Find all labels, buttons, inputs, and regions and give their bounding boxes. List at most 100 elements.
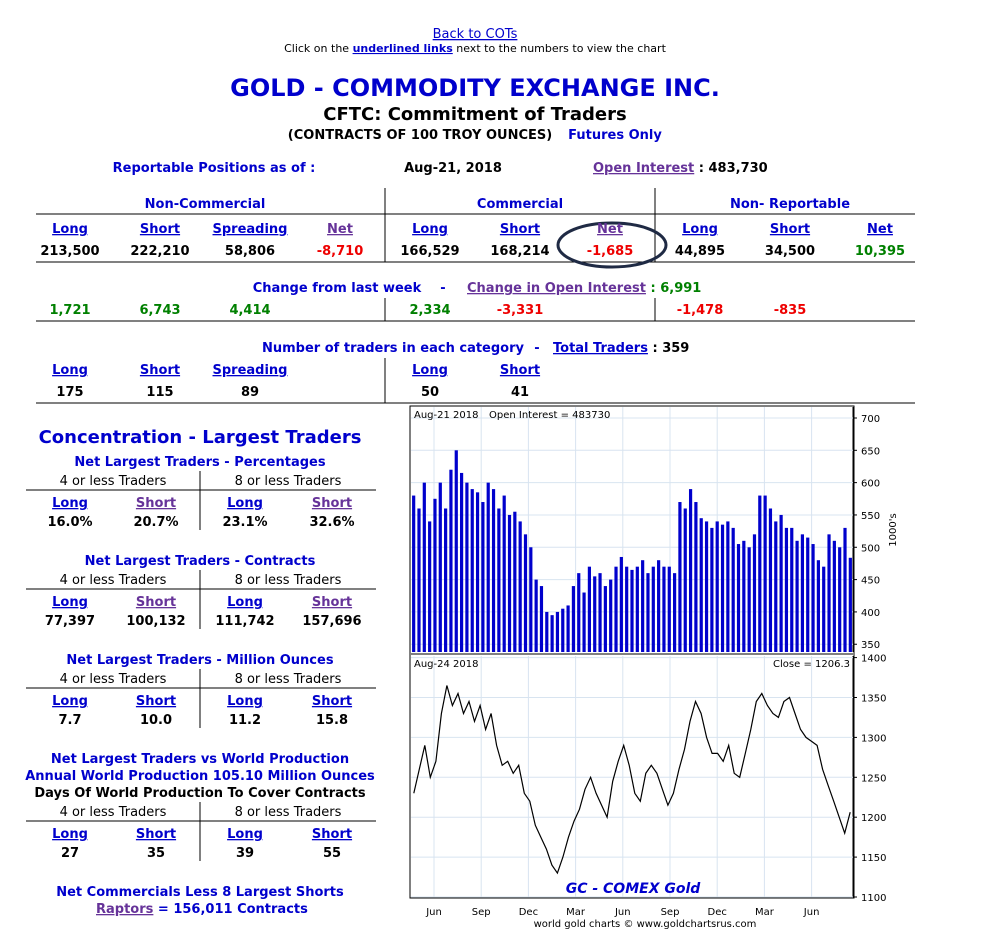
- open-interest: : 483,730: [694, 161, 767, 176]
- column-link[interactable]: Short: [140, 363, 180, 378]
- block-title: Days Of World Production To Cover Contra…: [34, 786, 366, 801]
- group-header: 4 or less Traders: [60, 672, 167, 687]
- block-value: 15.8: [316, 713, 348, 728]
- column-link[interactable]: Long: [227, 595, 263, 610]
- bar: [545, 611, 549, 652]
- x-tick-label: Dec: [519, 907, 538, 918]
- column-link[interactable]: Spreading: [213, 363, 288, 378]
- column-link[interactable]: Short: [140, 222, 180, 237]
- column-link[interactable]: Short: [500, 363, 540, 378]
- x-tick-label: Sep: [472, 907, 491, 918]
- column-link[interactable]: Long: [52, 496, 88, 511]
- bar: [688, 489, 693, 652]
- bar: [444, 508, 448, 652]
- block-value: 77,397: [45, 614, 95, 629]
- column-link[interactable]: Long: [227, 496, 263, 511]
- change-oi-link[interactable]: Change in Open Interest: [467, 281, 646, 296]
- bar: [614, 566, 618, 652]
- bar: [523, 534, 528, 652]
- y-tick-label: 450: [861, 576, 880, 587]
- block-value: 100,132: [126, 614, 185, 629]
- column-link[interactable]: Short: [312, 694, 352, 709]
- bar: [513, 511, 517, 652]
- bar: [577, 573, 581, 652]
- instruction-link[interactable]: underlined links: [353, 42, 454, 55]
- block-value: 35: [147, 846, 165, 861]
- bar: [422, 482, 426, 652]
- raptors-link[interactable]: Raptors: [96, 902, 154, 917]
- column-link[interactable]: Long: [52, 694, 88, 709]
- change-label: Change from last week: [253, 281, 422, 296]
- trader-value: 89: [241, 385, 259, 400]
- group-header: 8 or less Traders: [235, 573, 342, 588]
- x-tick-label: Sep: [661, 907, 680, 918]
- chart: 350 400 450 500 550 600 650 700 1000's Aug-21 201…: [409, 405, 899, 930]
- column-link[interactable]: Short: [312, 496, 352, 511]
- bar: [736, 544, 741, 652]
- bar: [731, 527, 735, 652]
- y-tick-label: 700: [861, 414, 880, 425]
- column-link[interactable]: Long: [412, 363, 448, 378]
- annotation: Aug-21 2018: [414, 410, 479, 421]
- bar: [550, 615, 554, 652]
- bar: [651, 566, 655, 652]
- group-header: 4 or less Traders: [60, 573, 167, 588]
- change-value: -3,331: [497, 303, 544, 318]
- report-date: Aug-21, 2018: [404, 161, 502, 176]
- column-link[interactable]: Short: [500, 222, 540, 237]
- bar: [603, 586, 607, 652]
- total-traders-link[interactable]: Total Traders: [553, 341, 648, 356]
- bar: [619, 556, 623, 652]
- column-link[interactable]: Spreading: [213, 222, 288, 237]
- column-link[interactable]: Long: [52, 363, 88, 378]
- change-value: 1,721: [49, 303, 90, 318]
- column-link[interactable]: Long: [52, 595, 88, 610]
- chart-source: world gold charts © www.goldchartsrus.co…: [534, 919, 757, 930]
- bar: [539, 586, 544, 652]
- bar: [438, 482, 442, 652]
- column-link[interactable]: Short: [770, 222, 810, 237]
- page-title: GOLD - COMMODITY EXCHANGE INC.: [230, 74, 720, 102]
- column-link[interactable]: Long: [227, 827, 263, 842]
- bar: [571, 586, 576, 652]
- bar: [465, 482, 469, 652]
- column-link[interactable]: Long: [682, 222, 718, 237]
- back-link[interactable]: Back to COTs: [433, 27, 518, 42]
- column-link[interactable]: Net: [597, 222, 623, 237]
- text-line: Open Interest : 483,730: [593, 161, 768, 176]
- column-link[interactable]: Short: [136, 595, 176, 610]
- bar: [529, 547, 533, 652]
- column-link[interactable]: Short: [136, 694, 176, 709]
- trader-value: 41: [511, 385, 529, 400]
- bar: [412, 495, 416, 652]
- column-link[interactable]: Net: [327, 222, 353, 237]
- chart-title: GC - COMEX Gold: [566, 881, 702, 897]
- column-link[interactable]: Long: [52, 222, 88, 237]
- column-link[interactable]: Long: [227, 694, 263, 709]
- column-link[interactable]: Short: [312, 827, 352, 842]
- bar: [561, 608, 565, 652]
- bar: [843, 527, 847, 652]
- bar: [470, 489, 474, 652]
- column-link[interactable]: Long: [52, 827, 88, 842]
- x-tick-label: Jun: [425, 907, 442, 918]
- bar: [699, 518, 703, 652]
- column-link[interactable]: Short: [312, 595, 352, 610]
- position-value: 168,214: [490, 244, 549, 259]
- y-tick-label: 350: [861, 640, 880, 651]
- column-link[interactable]: Net: [867, 222, 893, 237]
- group-header: 8 or less Traders: [235, 805, 342, 820]
- bar: [763, 495, 767, 652]
- bar: [694, 502, 698, 652]
- y-tick-label: 1150: [861, 853, 886, 864]
- open-interest-link[interactable]: Open Interest: [593, 161, 694, 176]
- bar: [593, 576, 597, 652]
- bar: [428, 521, 432, 652]
- column-link[interactable]: Long: [412, 222, 448, 237]
- block-value: 20.7%: [133, 515, 178, 530]
- column-link[interactable]: Short: [136, 827, 176, 842]
- block-title: Net Largest Traders - Percentages: [74, 455, 325, 470]
- bar: [774, 521, 778, 652]
- column-link[interactable]: Short: [136, 496, 176, 511]
- change-value: -835: [774, 303, 807, 318]
